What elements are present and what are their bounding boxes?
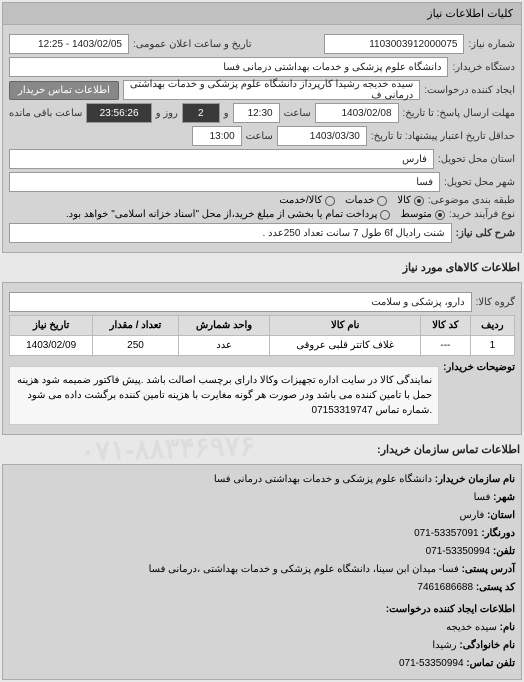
buyer-field: دانشگاه علوم پزشکی و خدمات بهداشتی درمان… xyxy=(9,57,448,77)
days-remaining: 2 xyxy=(182,103,220,123)
c-phone-value: 53350994-071 xyxy=(426,546,491,557)
buyer-label: دستگاه خریدار: xyxy=(452,62,515,73)
note-label: توضیحات خریدار: xyxy=(443,362,515,373)
c-phone-label: تلفن: xyxy=(493,546,515,557)
note-text: نمایندگی کالا در سایت اداره تجهیزات وکال… xyxy=(9,366,439,425)
req-creator-title: اطلاعات ایجاد کننده درخواست: xyxy=(9,601,515,619)
table-header: واحد شمارش xyxy=(178,316,270,336)
c-province-value: فارس xyxy=(459,510,484,521)
radio-kala-label: کالا xyxy=(397,195,411,206)
fax-value: 53357091-071 xyxy=(414,528,479,539)
validity-date: 1403/03/30 xyxy=(277,126,367,146)
lname-label: نام خانوادگی: xyxy=(459,640,515,651)
table-header: تعداد / مقدار xyxy=(93,316,179,336)
remain-label: ساعت باقی مانده xyxy=(9,108,82,119)
table-cell: 250 xyxy=(93,336,179,356)
post-label: کد پستی: xyxy=(476,582,515,593)
buy-type-radio[interactable]: متوسط پرداخت تمام یا بخشی از مبلغ خرید،ا… xyxy=(66,209,445,220)
radio-khadamat-label: خدمات xyxy=(345,195,374,206)
radio-mid-icon xyxy=(435,210,445,220)
desc-label: شرح کلی نیاز: xyxy=(456,228,515,239)
radio-kala-icon xyxy=(414,196,424,206)
goods-group-field: دارو، پزشکی و سلامت xyxy=(9,292,472,312)
radio-both-icon xyxy=(325,196,335,206)
time-remaining: 23:56:26 xyxy=(86,103,151,123)
table-cell: 1403/02/09 xyxy=(10,336,93,356)
province-field: فارس xyxy=(9,149,434,169)
days-and: و xyxy=(224,108,229,119)
province-label: استان محل تحویل: xyxy=(438,154,515,165)
creator-label: ایجاد کننده درخواست: xyxy=(424,85,515,96)
table-cell: 1 xyxy=(470,336,514,356)
buy-type-label: نوع فرآیند خرید: xyxy=(449,209,515,220)
table-row: 1---غلاف کاتتر قلبی عروقیعدد2501403/02/0… xyxy=(10,336,515,356)
radio-mid-label: متوسط xyxy=(400,209,431,220)
table-header: تاریخ نیاز xyxy=(10,316,93,336)
group-radio[interactable]: کالا خدمات کالا/خدمت xyxy=(279,195,424,206)
goods-table: ردیفکد کالانام کالاواحد شمارشتعداد / مقد… xyxy=(9,315,515,356)
contact-block: نام سازمان خریدار: دانشگاه علوم پزشکی و … xyxy=(3,465,521,679)
validity-time: 13:00 xyxy=(192,126,242,146)
post-value: 7461686688 xyxy=(417,582,473,593)
org-value: دانشگاه علوم پزشکی و خدمات بهداشتی درمان… xyxy=(214,474,432,485)
city-label: شهر محل تحویل: xyxy=(444,177,515,188)
lname-value: رشیدا xyxy=(432,640,456,651)
goods-section-title: اطلاعات کالاهای مورد نیاز xyxy=(0,255,524,280)
deadline-send-time: 12:30 xyxy=(233,103,280,123)
goods-group-label: گروه کالا: xyxy=(476,297,515,308)
table-header: ردیف xyxy=(470,316,514,336)
contact-section-title: اطلاعات تماس سازمان خریدار: xyxy=(0,437,524,462)
buyer-contact-button[interactable]: اطلاعات تماس خریدار xyxy=(9,81,119,100)
table-cell: غلاف کاتتر قلبی عروقی xyxy=(270,336,421,356)
table-cell: عدد xyxy=(178,336,270,356)
radio-full-label: پرداخت تمام یا بخشی از مبلغ خرید،از محل … xyxy=(66,209,378,220)
panel-header-main: کلیات اطلاعات نیاز xyxy=(3,3,521,25)
group-label: طبقه بندی موضوعی: xyxy=(428,195,515,206)
table-header: کد کالا xyxy=(421,316,471,336)
time-label-2: ساعت xyxy=(246,131,273,142)
name-value: سیده خدیجه xyxy=(446,622,497,633)
name-label: نام: xyxy=(500,622,515,633)
table-cell: --- xyxy=(421,336,471,356)
deadline-send-label: مهلت ارسال پاسخ: تا تاریخ: xyxy=(403,108,515,119)
request-no-label: شماره نیاز: xyxy=(468,39,515,50)
org-label: نام سازمان خریدار: xyxy=(435,474,515,485)
city-field: فسا xyxy=(9,172,440,192)
fax-label: دورنگار: xyxy=(481,528,515,539)
c-province-label: استان: xyxy=(487,510,515,521)
contact-phone-value: 53350994-071 xyxy=(399,658,464,669)
validity-label: حداقل تاریخ اعتبار پیشنهاد: تا تاریخ: xyxy=(371,131,515,142)
c-city-value: فسا xyxy=(474,492,491,503)
days-label: روز و xyxy=(156,108,178,119)
announce-field: 1403/02/05 - 12:25 xyxy=(9,34,129,54)
creator-field: سیده خدیجه رشیدا کارپرداز دانشگاه علوم پ… xyxy=(123,80,420,100)
time-label-1: ساعت xyxy=(284,108,311,119)
c-city-label: شهر: xyxy=(493,492,515,503)
table-header: نام کالا xyxy=(270,316,421,336)
address-label: آدرس پستی: xyxy=(462,564,515,575)
radio-both-label: کالا/خدمت xyxy=(279,195,322,206)
announce-label: تاریخ و ساعت اعلان عمومی: xyxy=(133,39,252,50)
address-value: فسا- میدان ابن سینا، دانشگاه علوم پزشکی … xyxy=(149,564,459,575)
contact-phone-label: تلفن تماس: xyxy=(466,658,515,669)
desc-field: شنت رادیال 6f طول 7 سانت تعداد 250عدد . xyxy=(9,223,452,243)
radio-full-icon xyxy=(380,210,390,220)
radio-khadamat-icon xyxy=(377,196,387,206)
request-no-field: 1103003912000075 xyxy=(324,34,464,54)
deadline-send-date: 1403/02/08 xyxy=(315,103,399,123)
